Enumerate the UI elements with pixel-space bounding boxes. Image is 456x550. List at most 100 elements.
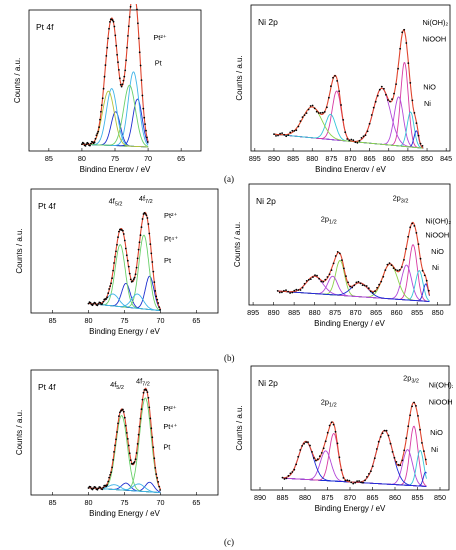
raw-data-point bbox=[309, 105, 312, 107]
raw-data-point bbox=[395, 83, 397, 85]
raw-data-point bbox=[97, 303, 100, 305]
raw-data-point bbox=[128, 452, 131, 455]
raw-data-point bbox=[289, 292, 291, 294]
raw-data-point bbox=[352, 482, 355, 485]
raw-data-point bbox=[134, 458, 137, 461]
raw-data-point bbox=[392, 267, 395, 269]
raw-data-point bbox=[382, 275, 385, 278]
x-tick-label: 855 bbox=[412, 493, 424, 502]
raw-data-point bbox=[374, 290, 376, 293]
raw-data-point bbox=[393, 456, 396, 459]
raw-data-point bbox=[338, 252, 341, 255]
raw-data-point bbox=[146, 136, 148, 139]
peak-annotation: 2p3/2 bbox=[393, 193, 409, 204]
raw-data-point bbox=[107, 480, 110, 483]
peak-annotation: Pt⁴⁺ bbox=[164, 235, 178, 244]
raw-data-point bbox=[105, 485, 108, 488]
raw-data-point bbox=[104, 64, 107, 66]
peak-annotation: Pt bbox=[164, 256, 171, 265]
raw-data-point bbox=[326, 106, 328, 109]
raw-data-point bbox=[299, 449, 302, 451]
raw-data-point bbox=[105, 55, 108, 57]
raw-data-point bbox=[305, 112, 308, 114]
raw-data-point bbox=[145, 129, 147, 132]
raw-data-point bbox=[111, 466, 113, 469]
raw-data-point bbox=[109, 21, 111, 23]
raw-data-point bbox=[154, 290, 157, 292]
raw-data-point bbox=[376, 286, 378, 289]
x-tick-label: 870 bbox=[345, 154, 357, 163]
raw-data-point bbox=[285, 135, 288, 138]
raw-data-point bbox=[330, 269, 333, 271]
raw-data-point bbox=[140, 408, 143, 411]
raw-data-point bbox=[348, 139, 351, 142]
raw-data-point bbox=[139, 234, 142, 237]
raw-data-point bbox=[387, 99, 389, 101]
raw-data-point bbox=[360, 481, 362, 484]
panel-title: Pt 4f bbox=[38, 382, 56, 392]
x-tick-label: 85 bbox=[49, 316, 57, 325]
raw-data-point bbox=[359, 282, 362, 285]
raw-data-point bbox=[390, 264, 393, 267]
raw-data-point bbox=[132, 278, 135, 281]
x-tick-label: 75 bbox=[121, 498, 129, 507]
panel-title: Ni 2p bbox=[256, 196, 276, 206]
raw-data-point bbox=[419, 257, 422, 260]
raw-data-point bbox=[113, 262, 115, 264]
x-tick-label: 865 bbox=[364, 154, 376, 163]
raw-data-point bbox=[324, 278, 327, 281]
raw-data-point bbox=[90, 142, 92, 145]
raw-data-point bbox=[96, 488, 99, 491]
raw-data-point bbox=[112, 459, 114, 461]
raw-data-point bbox=[322, 447, 325, 450]
raw-data-point bbox=[285, 289, 287, 292]
y-axis-label: Counts / a.u. bbox=[235, 405, 244, 450]
plot-frame bbox=[30, 188, 219, 314]
raw-data-point bbox=[281, 476, 284, 479]
raw-data-point bbox=[134, 273, 137, 276]
raw-data-point bbox=[159, 489, 162, 491]
raw-data-point bbox=[137, 37, 140, 40]
raw-data-point bbox=[126, 46, 128, 49]
component-peak bbox=[282, 425, 427, 487]
raw-data-point bbox=[417, 243, 420, 245]
raw-data-point bbox=[353, 284, 356, 287]
raw-data-point bbox=[403, 259, 405, 261]
raw-data-point bbox=[110, 282, 112, 285]
raw-data-point bbox=[129, 278, 132, 281]
raw-data-point bbox=[293, 130, 296, 132]
raw-data-point bbox=[89, 486, 92, 488]
peak-annotation: NiO bbox=[431, 247, 444, 256]
raw-data-point bbox=[362, 135, 365, 138]
peak-annotation: Ni(OH)₂ bbox=[425, 217, 451, 226]
x-tick-label: 65 bbox=[192, 316, 200, 325]
raw-data-point bbox=[346, 479, 349, 482]
raw-data-point bbox=[424, 458, 427, 461]
raw-data-point bbox=[150, 252, 153, 255]
raw-data-point bbox=[279, 132, 281, 135]
x-tick-label: 885 bbox=[287, 154, 299, 163]
raw-data-point bbox=[368, 473, 370, 475]
raw-data-point bbox=[336, 251, 339, 253]
peak-annotation: 2p3/2 bbox=[403, 373, 419, 384]
x-axis-label: Binding Energy / eV bbox=[89, 509, 160, 518]
raw-data-point bbox=[122, 410, 125, 413]
raw-data-point bbox=[311, 451, 313, 453]
raw-data-point bbox=[99, 486, 102, 489]
peak-annotation: Ni bbox=[432, 263, 439, 272]
peak-annotation: 4f5/2 bbox=[110, 380, 124, 391]
raw-data-point bbox=[372, 106, 375, 109]
raw-data-point bbox=[143, 116, 146, 119]
raw-data-point bbox=[313, 107, 316, 110]
x-tick-label: 80 bbox=[85, 498, 93, 507]
raw-data-point bbox=[293, 468, 296, 471]
y-axis-label: Counts / a.u. bbox=[15, 410, 24, 455]
panel-title: Pt 4f bbox=[36, 22, 54, 32]
raw-data-point bbox=[127, 35, 129, 37]
raw-data-point bbox=[99, 118, 101, 121]
raw-data-point bbox=[358, 139, 361, 142]
raw-data-point bbox=[115, 250, 117, 253]
raw-data-point bbox=[421, 269, 424, 272]
raw-data-point bbox=[358, 480, 360, 482]
raw-data-point bbox=[326, 276, 329, 278]
